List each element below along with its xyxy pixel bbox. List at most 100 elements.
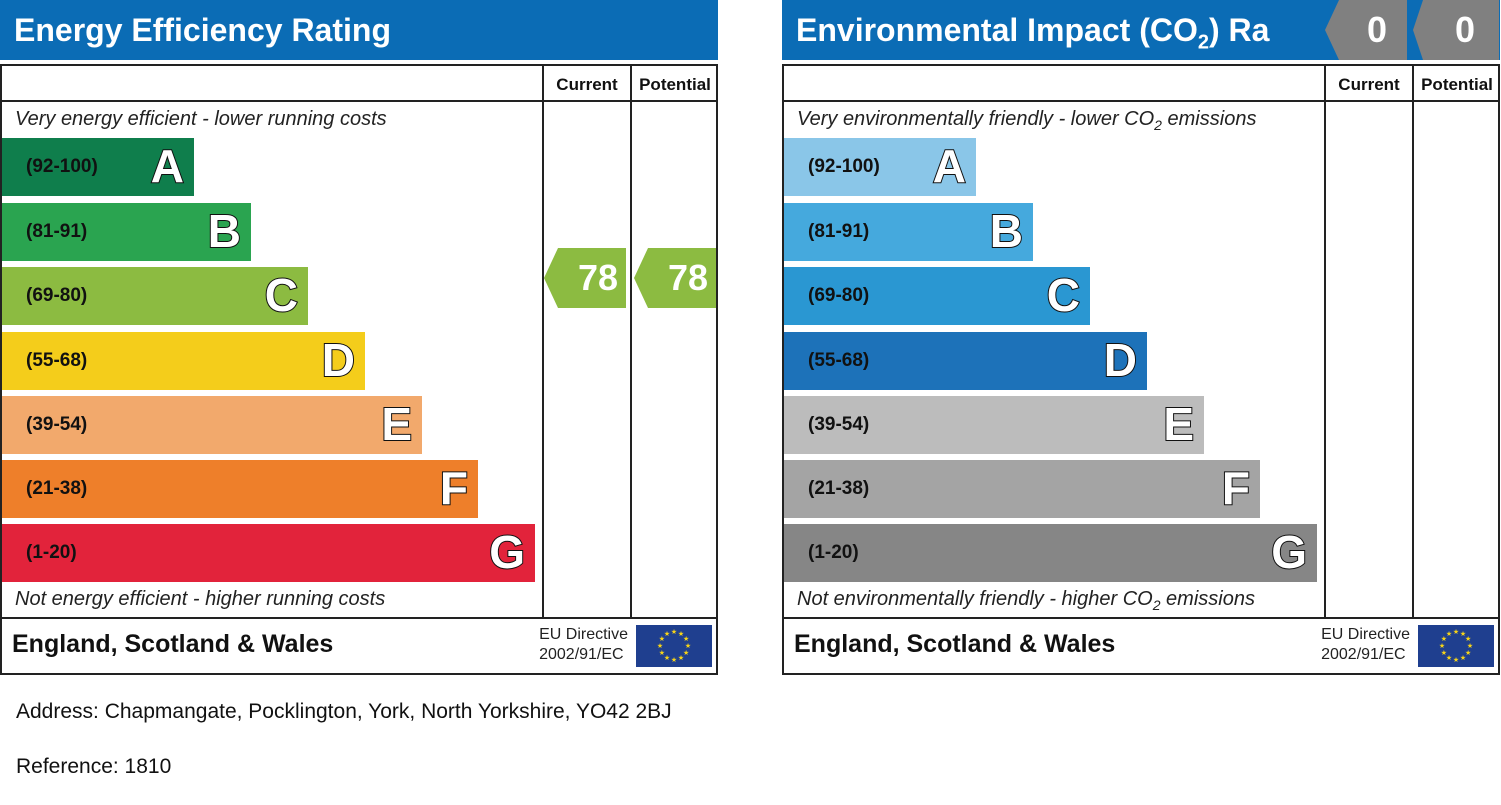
energy-efficiency-panel: Energy Efficiency Rating Current Potenti…: [0, 0, 718, 675]
environment-footer-line: [784, 617, 1498, 619]
environment-eu-line1: EU Directive: [1321, 626, 1410, 643]
svg-text:★: ★: [659, 649, 665, 657]
band-letter: C: [264, 268, 299, 322]
energy-potential-arrow: [634, 248, 716, 308]
energy-eu-line1: EU Directive: [539, 626, 628, 643]
svg-text:★: ★: [1467, 642, 1473, 650]
environment-potential-marker: 0: [1413, 0, 1499, 60]
energy-eu-directive: EU Directive 2002/91/EC: [539, 625, 628, 665]
environment-divider-potential: [1412, 66, 1414, 617]
energy-current-marker: 78: [544, 248, 626, 308]
band-letter: B: [989, 204, 1024, 258]
svg-text:★: ★: [1446, 630, 1452, 638]
energy-potential-header: Potential: [639, 75, 711, 94]
band-letter: B: [207, 204, 242, 258]
energy-current-value: 78: [577, 257, 618, 298]
svg-text:★: ★: [1465, 649, 1471, 657]
band-range: (81-91): [808, 221, 870, 242]
svg-text:★: ★: [664, 630, 670, 638]
band-c: (69-80) C: [2, 267, 308, 325]
energy-title: Energy Efficiency Rating: [0, 0, 718, 60]
band-g: (1-20) G: [784, 524, 1317, 582]
energy-footer-line: [2, 617, 716, 619]
band-letter: A: [150, 139, 185, 193]
band-range: (1-20): [26, 542, 77, 563]
svg-text:★: ★: [671, 656, 677, 664]
environment-top-caption-tail: emissions: [1161, 108, 1257, 130]
environment-eu-line2: 2002/91/EC: [1321, 646, 1406, 663]
band-letter: E: [1162, 397, 1195, 451]
band-range: (92-100): [808, 156, 880, 177]
band-a: (92-100) A: [784, 138, 976, 196]
svg-text:★: ★: [1439, 642, 1445, 650]
svg-text:★: ★: [1446, 654, 1452, 662]
band-letter: F: [439, 461, 469, 515]
band-letter: E: [380, 397, 413, 451]
band-range: (39-54): [26, 414, 88, 435]
environment-chart-frame: Current Potential Very environmentally f…: [782, 64, 1500, 675]
environment-divider-current: [1324, 66, 1326, 617]
svg-text:★: ★: [659, 635, 665, 643]
svg-text:★: ★: [678, 630, 684, 638]
energy-eu-line2: 2002/91/EC: [539, 646, 624, 663]
environment-potential-arrow: [1413, 0, 1499, 60]
environment-bottom-caption: Not environmentally friendly - higher CO…: [797, 588, 1255, 613]
band-letter: D: [321, 333, 356, 387]
band-b: (81-91) B: [784, 203, 1033, 261]
environment-current-value: 0: [1366, 9, 1387, 50]
band-g: (1-20) G: [2, 524, 535, 582]
band-range: (1-20): [808, 542, 859, 563]
svg-text:★: ★: [678, 654, 684, 662]
band-range: (55-68): [26, 350, 88, 371]
environment-top-caption-main: Very environmentally friendly - lower CO: [797, 108, 1155, 130]
environment-top-caption-sub: 2: [1154, 117, 1162, 133]
band-range: (69-80): [808, 285, 870, 306]
band-a: (92-100) A: [2, 138, 194, 196]
energy-header-line: [2, 100, 716, 102]
environment-bottom-caption-main: Not environmentally friendly - higher CO: [797, 588, 1153, 610]
svg-text:★: ★: [1460, 630, 1466, 638]
band-d: (55-68) D: [784, 332, 1147, 390]
environment-region-label: England, Scotland & Wales: [794, 630, 1116, 658]
address-text: Address: Chapmangate, Pocklington, York,…: [16, 700, 672, 723]
energy-potential-value: 78: [667, 257, 708, 298]
environment-potential-header: Potential: [1421, 75, 1493, 94]
environment-title-tail: ) Ra: [1208, 12, 1270, 48]
environment-eu-directive: EU Directive 2002/91/EC: [1321, 625, 1410, 665]
band-letter: A: [932, 139, 967, 193]
svg-text:★: ★: [683, 649, 689, 657]
environment-current-header: Current: [1338, 75, 1400, 94]
band-e: (39-54) E: [784, 396, 1204, 454]
environmental-impact-panel: Environmental Impact (CO2) Ra 0 0 Curren…: [782, 0, 1500, 675]
band-range: (92-100): [26, 156, 98, 177]
band-c: (69-80) C: [784, 267, 1090, 325]
environment-bottom-caption-tail: emissions: [1160, 588, 1255, 610]
band-letter: G: [488, 525, 526, 579]
svg-text:★: ★: [1441, 635, 1447, 643]
energy-current-header: Current: [556, 75, 618, 94]
band-range: (21-38): [26, 478, 88, 499]
band-range: (21-38): [808, 478, 870, 499]
band-letter: D: [1103, 333, 1138, 387]
svg-text:★: ★: [1465, 635, 1471, 643]
svg-text:★: ★: [1460, 654, 1466, 662]
band-f: (21-38) F: [2, 460, 478, 518]
svg-text:★: ★: [685, 642, 691, 650]
energy-divider-current: [542, 66, 544, 617]
reference-text: Reference: 1810: [16, 755, 172, 778]
energy-bottom-caption: Not energy efficient - higher running co…: [15, 588, 386, 610]
band-letter: C: [1046, 268, 1081, 322]
environment-current-arrow: [1325, 0, 1407, 60]
svg-text:★: ★: [1453, 628, 1459, 636]
svg-text:★: ★: [1441, 649, 1447, 657]
band-d: (55-68) D: [2, 332, 365, 390]
environment-current-marker: 0: [1325, 0, 1407, 60]
environment-title-sub: 2: [1197, 31, 1209, 54]
band-b: (81-91) B: [2, 203, 251, 261]
svg-text:★: ★: [657, 642, 663, 650]
environment-title-main: Environmental Impact (CO: [796, 12, 1198, 48]
svg-text:★: ★: [683, 635, 689, 643]
band-letter: G: [1270, 525, 1308, 579]
band-e: (39-54) E: [2, 396, 422, 454]
band-letter: F: [1221, 461, 1251, 515]
